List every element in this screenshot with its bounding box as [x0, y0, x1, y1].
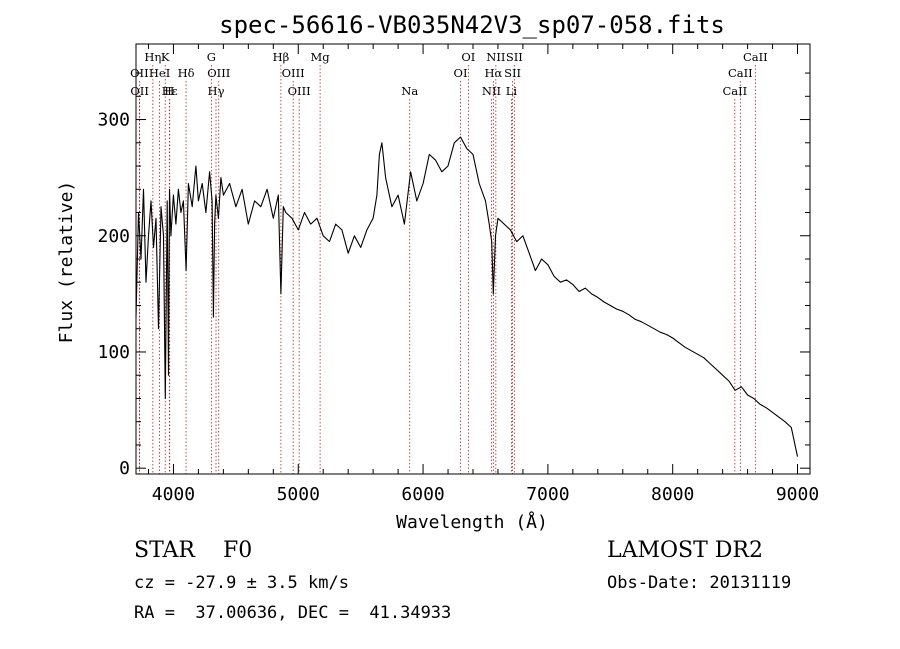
survey-name: LAMOST DR2	[607, 538, 763, 563]
x-tick-label-4000: 4000	[152, 484, 195, 505]
line-label-7: SII	[506, 50, 523, 64]
y-tick-label-100: 100	[97, 342, 130, 363]
y-axis-label: Flux (relative)	[56, 181, 77, 344]
plot-frame	[135, 43, 811, 475]
line-label-20: H	[164, 84, 174, 98]
y-tick-label-0: 0	[119, 458, 130, 479]
line-label-1: K	[161, 50, 170, 64]
line-label-0: Hη	[144, 50, 161, 64]
line-label-10: HeI	[149, 66, 170, 80]
redshift-velocity: cz = -27.9 ± 3.5 km/s	[134, 573, 349, 593]
y-tick-label-300: 300	[97, 110, 130, 131]
x-tick-label-8000: 8000	[651, 484, 694, 505]
line-label-13: OIII	[282, 66, 305, 80]
line-label-21: Hγ	[208, 84, 225, 98]
line-label-19: Hε	[162, 84, 178, 98]
spectrum-line	[135, 136, 799, 457]
plot-axes: 4000 5000 6000 7000 8000 9000 0 100 200 300	[97, 43, 819, 505]
x-tick-label-6000: 6000	[401, 484, 444, 505]
line-label-18: OII	[130, 84, 149, 98]
observation-date: Obs-Date: 20131119	[607, 573, 792, 593]
line-label-11: Hδ	[178, 66, 195, 80]
line-label-3: Hβ	[273, 50, 290, 64]
ra-dec-coordinates: RA = 37.00636, DEC = 41.34933	[134, 603, 452, 623]
line-label-23: Na	[401, 84, 418, 98]
x-axis-label: Wavelength (Å)	[396, 511, 548, 533]
object-class: STAR F0	[134, 538, 253, 563]
line-label-16: SII	[504, 66, 521, 80]
x-tick-label-5000: 5000	[277, 484, 320, 505]
line-label-4: Mg	[311, 50, 331, 64]
x-tick-label-9000: 9000	[776, 484, 819, 505]
line-label-2: G	[207, 50, 216, 64]
chart-title: spec-56616-VB035N42V3_sp07-058.fits	[219, 11, 725, 39]
line-label-25: Li	[506, 84, 518, 98]
line-label-14: OI	[454, 66, 468, 80]
line-label-6: NII	[486, 50, 505, 64]
line-label-24: NII	[482, 84, 501, 98]
line-label-12: OIII	[207, 66, 230, 80]
line-label-17: CaII	[728, 66, 753, 80]
line-label-8: CaII	[743, 50, 768, 64]
spectrum-series	[135, 136, 799, 457]
y-tick-label-200: 200	[97, 226, 130, 247]
line-label-5: OI	[461, 50, 475, 64]
x-tick-label-7000: 7000	[526, 484, 569, 505]
line-label-15: Hα	[484, 66, 502, 80]
line-label-22: OIII	[288, 84, 311, 98]
line-label-26: CaII	[722, 84, 747, 98]
